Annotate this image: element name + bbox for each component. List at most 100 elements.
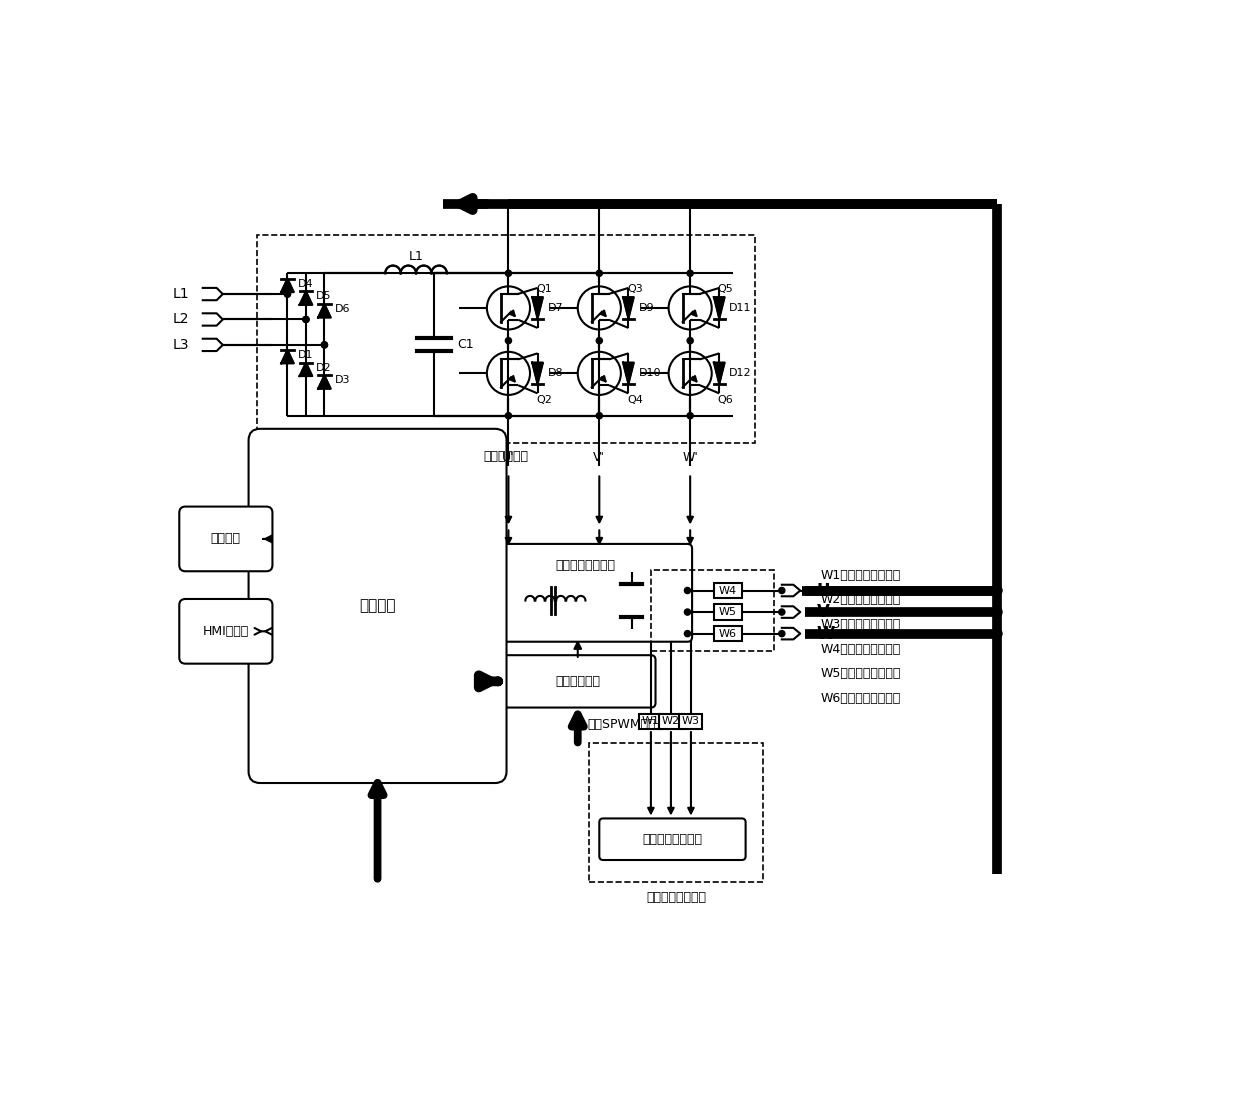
Circle shape bbox=[506, 338, 512, 344]
Text: W3：电压霍尔传感器: W3：电压霍尔传感器 bbox=[821, 618, 900, 631]
Circle shape bbox=[321, 342, 327, 347]
Text: 主控制器: 主控制器 bbox=[360, 599, 396, 613]
Text: D7: D7 bbox=[548, 303, 563, 313]
Circle shape bbox=[779, 609, 785, 615]
Text: W: W bbox=[816, 624, 835, 643]
Text: D2: D2 bbox=[316, 363, 331, 373]
Bar bbox=[640, 714, 662, 729]
Bar bbox=[680, 714, 703, 729]
Circle shape bbox=[321, 342, 327, 347]
Polygon shape bbox=[319, 304, 331, 318]
Polygon shape bbox=[532, 363, 543, 384]
Text: W4: W4 bbox=[719, 586, 737, 596]
Text: 驱动隔离模块: 驱动隔离模块 bbox=[556, 675, 600, 688]
Circle shape bbox=[993, 629, 1002, 639]
FancyBboxPatch shape bbox=[180, 506, 273, 571]
Circle shape bbox=[506, 413, 512, 419]
Bar bbox=[714, 582, 742, 598]
Polygon shape bbox=[781, 607, 800, 618]
Text: W6：电流霍尔传感器: W6：电流霍尔传感器 bbox=[821, 692, 900, 705]
Circle shape bbox=[284, 291, 290, 297]
Text: W5: W5 bbox=[719, 607, 737, 617]
Circle shape bbox=[779, 631, 785, 636]
Text: U: U bbox=[816, 581, 830, 600]
Text: W6: W6 bbox=[719, 629, 737, 639]
Text: D9: D9 bbox=[639, 303, 653, 313]
Text: D8: D8 bbox=[548, 368, 563, 378]
FancyBboxPatch shape bbox=[248, 429, 506, 783]
Text: 强电电路模块: 强电电路模块 bbox=[484, 450, 528, 463]
Circle shape bbox=[684, 631, 691, 636]
Polygon shape bbox=[532, 297, 543, 319]
Text: W3: W3 bbox=[682, 717, 699, 727]
Text: W2：电压霍尔传感器: W2：电压霍尔传感器 bbox=[821, 593, 900, 607]
Text: 中频变压滤波单元: 中频变压滤波单元 bbox=[556, 559, 615, 572]
Text: D12: D12 bbox=[729, 368, 751, 378]
Text: V': V' bbox=[593, 451, 605, 464]
Polygon shape bbox=[781, 628, 800, 640]
Circle shape bbox=[687, 270, 693, 277]
Text: L1: L1 bbox=[172, 287, 188, 301]
FancyBboxPatch shape bbox=[599, 818, 745, 860]
Circle shape bbox=[596, 201, 603, 207]
FancyBboxPatch shape bbox=[479, 544, 692, 642]
Circle shape bbox=[993, 608, 1002, 617]
Text: L3: L3 bbox=[172, 338, 188, 352]
Bar bbox=[257, 235, 755, 442]
Text: C1: C1 bbox=[456, 338, 474, 351]
Circle shape bbox=[284, 291, 290, 297]
Text: Q3: Q3 bbox=[627, 283, 642, 295]
Circle shape bbox=[506, 270, 512, 277]
Bar bbox=[714, 604, 742, 620]
Text: V: V bbox=[816, 603, 830, 621]
Bar bbox=[651, 570, 774, 651]
Text: Q6: Q6 bbox=[718, 395, 734, 405]
Polygon shape bbox=[622, 297, 634, 319]
Text: W2: W2 bbox=[662, 717, 680, 727]
Text: W5：电流霍尔传感器: W5：电流霍尔传感器 bbox=[821, 667, 900, 681]
Circle shape bbox=[596, 338, 603, 344]
Polygon shape bbox=[781, 585, 800, 597]
Polygon shape bbox=[622, 363, 634, 384]
Circle shape bbox=[993, 586, 1002, 596]
Text: D6: D6 bbox=[335, 304, 350, 314]
FancyBboxPatch shape bbox=[180, 599, 273, 664]
Polygon shape bbox=[714, 363, 724, 384]
Circle shape bbox=[779, 588, 785, 593]
Text: W1: W1 bbox=[642, 717, 660, 727]
Text: 反馈采样电路模块: 反馈采样电路模块 bbox=[646, 891, 706, 903]
Text: HMI触摸屏: HMI触摸屏 bbox=[202, 624, 249, 638]
Text: Q1: Q1 bbox=[536, 283, 552, 295]
Circle shape bbox=[684, 609, 691, 615]
FancyBboxPatch shape bbox=[500, 655, 656, 707]
Polygon shape bbox=[714, 297, 724, 319]
Text: 六路SPWM信号: 六路SPWM信号 bbox=[587, 718, 656, 731]
Text: D4: D4 bbox=[298, 279, 312, 289]
Text: Q2: Q2 bbox=[536, 395, 552, 405]
Polygon shape bbox=[281, 350, 294, 363]
Bar bbox=[589, 743, 763, 881]
Bar bbox=[660, 714, 682, 729]
Circle shape bbox=[506, 201, 512, 207]
Text: D3: D3 bbox=[335, 375, 350, 385]
Circle shape bbox=[596, 270, 603, 277]
Circle shape bbox=[687, 201, 693, 207]
Text: 辅助电源: 辅助电源 bbox=[211, 533, 241, 545]
Polygon shape bbox=[300, 363, 312, 376]
Text: D1: D1 bbox=[298, 350, 312, 360]
Text: L1: L1 bbox=[409, 250, 424, 263]
Circle shape bbox=[687, 338, 693, 344]
Circle shape bbox=[303, 317, 309, 322]
Circle shape bbox=[687, 413, 693, 419]
Text: W4：电流霍尔传感器: W4：电流霍尔传感器 bbox=[821, 643, 900, 655]
Circle shape bbox=[596, 413, 603, 419]
Text: W': W' bbox=[682, 451, 698, 464]
Bar bbox=[714, 625, 742, 641]
Text: Q5: Q5 bbox=[718, 283, 734, 295]
Text: W1：电压霍尔传感器: W1：电压霍尔传感器 bbox=[821, 569, 900, 581]
Text: D11: D11 bbox=[729, 303, 751, 313]
Text: Q4: Q4 bbox=[627, 395, 642, 405]
Text: U': U' bbox=[502, 451, 515, 464]
Circle shape bbox=[684, 588, 691, 593]
Text: L2: L2 bbox=[172, 312, 188, 326]
